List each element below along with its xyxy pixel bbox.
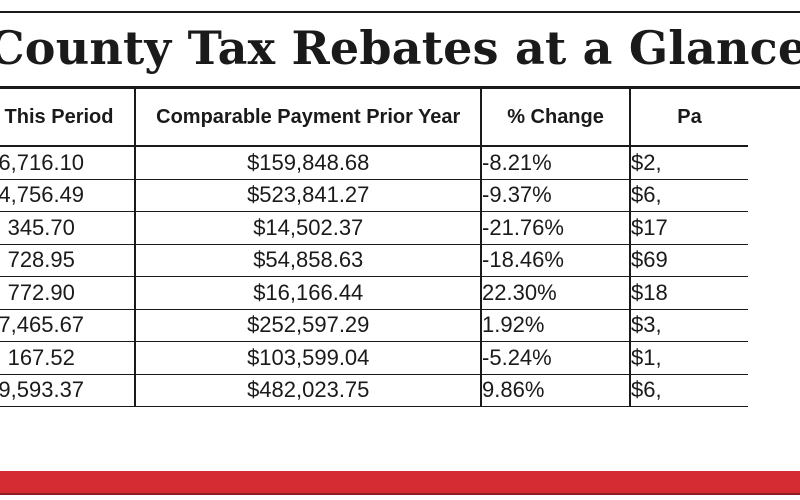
cell-payment-this-period: 167.52 bbox=[0, 341, 136, 375]
top-rule bbox=[0, 11, 800, 13]
cell-percent-change: -5.24% bbox=[480, 341, 631, 375]
cell-prior-year: $159,848.68 bbox=[134, 146, 482, 180]
column-header-percent-change: % Change bbox=[480, 89, 631, 147]
cell-percent-change: 22.30% bbox=[480, 276, 631, 310]
cell-partial: $17 bbox=[629, 211, 748, 245]
cell-payment-this-period: 728.95 bbox=[0, 244, 136, 277]
cell-payment-this-period: 345.70 bbox=[0, 211, 136, 245]
column-header-payment-this-period: ent This Period bbox=[0, 89, 136, 147]
cell-percent-change: -21.76% bbox=[480, 211, 631, 245]
cell-percent-change: -8.21% bbox=[480, 146, 631, 180]
cell-percent-change: 1.92% bbox=[480, 309, 631, 342]
cell-prior-year: $14,502.37 bbox=[134, 211, 482, 245]
cell-prior-year: $252,597.29 bbox=[134, 309, 482, 342]
table-row: 6,716.10 $159,848.68 -8.21% $2, bbox=[0, 146, 748, 180]
table-row: 772.90 $16,166.44 22.30% $18 bbox=[0, 276, 748, 310]
cell-prior-year: $103,599.04 bbox=[134, 341, 482, 375]
cell-payment-this-period: 7,465.67 bbox=[0, 309, 136, 342]
bottom-rule bbox=[0, 493, 800, 495]
cell-percent-change: 9.86% bbox=[480, 374, 631, 407]
table-row: 728.95 $54,858.63 -18.46% $69 bbox=[0, 244, 748, 277]
cell-partial: $69 bbox=[629, 244, 748, 277]
cell-partial: $3, bbox=[629, 309, 748, 342]
table-row: 4,756.49 $523,841.27 -9.37% $6, bbox=[0, 179, 748, 212]
column-header-partial: Pa bbox=[629, 89, 748, 147]
accent-band bbox=[0, 471, 800, 493]
cell-percent-change: -18.46% bbox=[480, 244, 631, 277]
table-row: 9,593.37 $482,023.75 9.86% $6, bbox=[0, 374, 748, 407]
cell-payment-this-period: 6,716.10 bbox=[0, 146, 136, 180]
cell-partial: $18 bbox=[629, 276, 748, 310]
cell-partial: $1, bbox=[629, 341, 748, 375]
cell-payment-this-period: 772.90 bbox=[0, 276, 136, 310]
cell-prior-year: $54,858.63 bbox=[134, 244, 482, 277]
rebates-table: ent This Period Comparable Payment Prior… bbox=[0, 89, 748, 407]
cell-partial: $6, bbox=[629, 179, 748, 212]
column-header-prior-year: Comparable Payment Prior Year bbox=[134, 89, 482, 147]
cell-partial: $6, bbox=[629, 374, 748, 407]
cell-prior-year: $482,023.75 bbox=[134, 374, 482, 407]
cell-partial: $2, bbox=[629, 146, 748, 180]
cell-payment-this-period: 9,593.37 bbox=[0, 374, 136, 407]
title-rule bbox=[0, 86, 800, 89]
table-header-row: ent This Period Comparable Payment Prior… bbox=[0, 89, 748, 147]
cell-payment-this-period: 4,756.49 bbox=[0, 179, 136, 212]
table-row: 167.52 $103,599.04 -5.24% $1, bbox=[0, 341, 748, 375]
table-row: 345.70 $14,502.37 -21.76% $17 bbox=[0, 211, 748, 245]
page-title: County Tax Rebates at a Glance - Decem bbox=[0, 21, 800, 75]
table-row: 7,465.67 $252,597.29 1.92% $3, bbox=[0, 309, 748, 342]
cell-prior-year: $16,166.44 bbox=[134, 276, 482, 310]
cell-percent-change: -9.37% bbox=[480, 179, 631, 212]
cell-prior-year: $523,841.27 bbox=[134, 179, 482, 212]
